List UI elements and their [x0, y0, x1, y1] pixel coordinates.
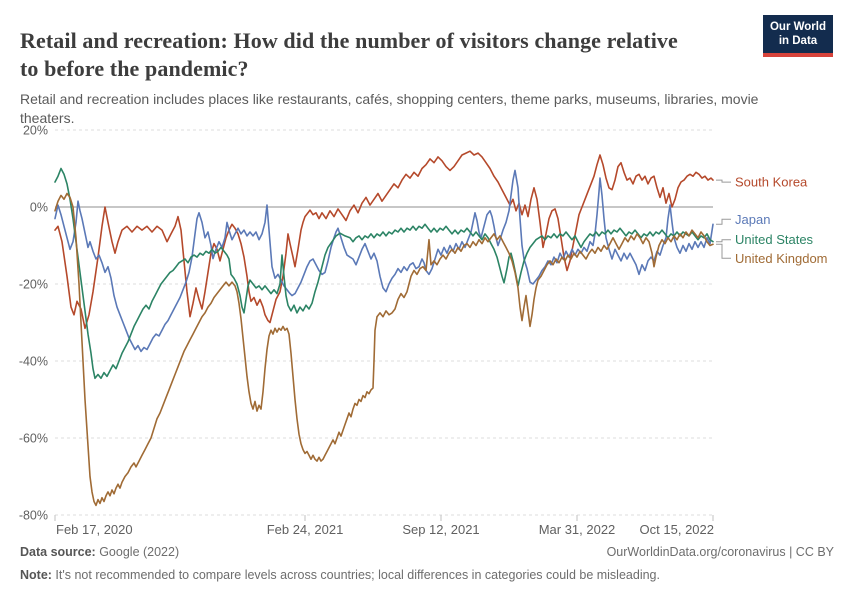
y-tick-label: 0%	[30, 201, 48, 215]
x-tick-label: Feb 17, 2020	[56, 522, 133, 537]
chart-subtitle: Retail and recreation includes places li…	[20, 91, 759, 126]
legend-label-united-kingdom[interactable]: United Kingdom	[735, 251, 828, 266]
legend-label-japan[interactable]: Japan	[735, 212, 770, 227]
y-tick-label: 20%	[23, 124, 48, 138]
owid-logo[interactable]: Our World in Data	[763, 15, 833, 57]
legend-label-south-korea[interactable]: South Korea	[735, 175, 808, 190]
title-line2: to before the pandemic?	[20, 55, 249, 81]
y-tick-label: -80%	[19, 509, 48, 523]
license-link[interactable]: CC BY	[795, 545, 834, 559]
x-tick-label: Mar 31, 2022	[539, 522, 616, 537]
x-tick-label: Sep 12, 2021	[402, 522, 479, 537]
footer-links: OurWorldinData.org/coronavirus | CC BY	[606, 545, 834, 559]
legend-label-united-states[interactable]: United States	[735, 232, 814, 247]
series-line-united-kingdom	[54, 192, 714, 507]
x-tick-label: Feb 24, 2021	[267, 522, 344, 537]
series-line-japan	[54, 169, 714, 353]
chart-note: Note: It's not recommended to compare le…	[20, 568, 660, 582]
logo-line1: Our World	[769, 21, 826, 33]
legend-connector	[716, 218, 731, 225]
y-tick-label: -60%	[19, 432, 48, 446]
data-source: Data source: Google (2022)	[20, 545, 180, 559]
chart-footer: Data source: Google (2022) OurWorldinDat…	[20, 545, 834, 559]
permalink-link[interactable]: OurWorldinData.org/coronavirus	[606, 545, 786, 559]
legend-connector	[716, 239, 731, 243]
title-line1: Retail and recreation: How did the numbe…	[20, 27, 678, 53]
legend-connector	[716, 243, 731, 259]
page-title: Retail and recreation: How did the numbe…	[20, 27, 760, 83]
y-tick-label: -40%	[19, 355, 48, 369]
logo-line2: in Data	[778, 34, 818, 47]
series-line-united-states	[54, 167, 714, 380]
legend-connector	[716, 179, 731, 183]
y-tick-label: -20%	[19, 278, 48, 292]
x-tick-label: Oct 15, 2022	[640, 522, 714, 537]
